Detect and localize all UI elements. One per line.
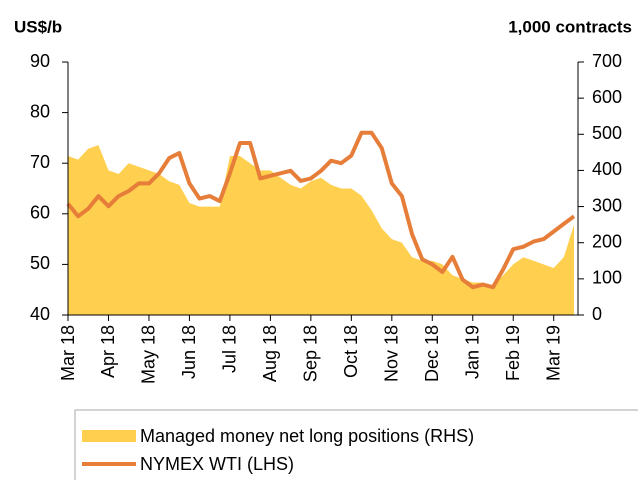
x-tick-label: Sep 18 (301, 325, 321, 382)
y2-tick-label: 500 (592, 123, 622, 143)
y2-tick-label: 300 (592, 195, 622, 215)
legend-swatch (82, 430, 136, 442)
y2-axis-title: 1,000 contracts (508, 17, 632, 36)
y-tick-label: 60 (30, 203, 50, 223)
y2-tick-label: 200 (592, 231, 622, 251)
x-tick-label: Mar 19 (543, 325, 563, 381)
y-tick-label: 70 (30, 152, 50, 172)
x-tick-label: Jun 18 (179, 325, 199, 379)
line (66, 130, 576, 290)
y-tick-label: 80 (30, 101, 50, 121)
area (68, 145, 574, 315)
x-tick-label: Feb 19 (503, 325, 523, 381)
x-tick-label: Jan 19 (463, 325, 483, 379)
y2-tick-label: 0 (592, 304, 602, 324)
y2-tick-label: 100 (592, 268, 622, 288)
y2-tick-label: 600 (592, 87, 622, 107)
y2-tick-label: 700 (592, 51, 622, 71)
x-tick-label: Jul 18 (220, 325, 240, 373)
x-tick-label: Dec 18 (422, 325, 442, 382)
x-tick-label: Mar 18 (58, 325, 78, 381)
y-tick-label: 90 (30, 51, 50, 71)
x-tick-label: Nov 18 (382, 325, 402, 382)
y-tick-label: 50 (30, 253, 50, 273)
y-axis-title: US$/b (14, 17, 62, 36)
x-tick-label: Oct 18 (341, 325, 361, 378)
x-tick-label: Apr 18 (98, 325, 118, 378)
x-tick-label: May 18 (139, 325, 159, 384)
legend-label: Managed money net long positions (RHS) (140, 426, 474, 446)
x-tick-label: Aug 18 (260, 325, 280, 382)
y-tick-label: 40 (30, 304, 50, 324)
y2-tick-label: 400 (592, 159, 622, 179)
legend-label: NYMEX WTI (LHS) (140, 454, 294, 474)
